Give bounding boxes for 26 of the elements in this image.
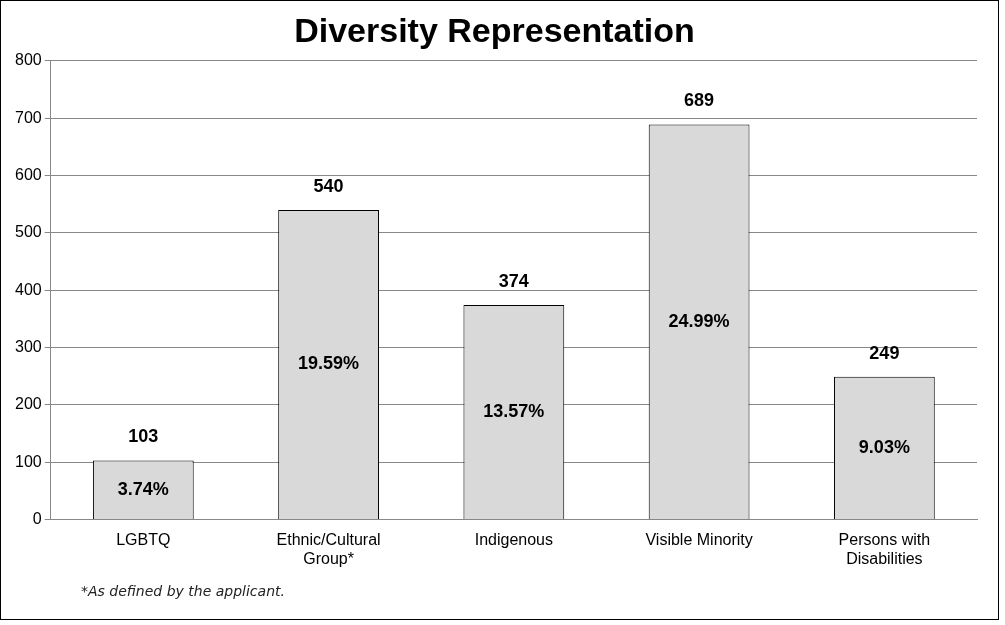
chart-title: Diversity Representation [294, 10, 695, 49]
annotation: 19.59% [298, 353, 360, 374]
x-tick-label: Persons with Disabilities [838, 530, 931, 567]
data-label: 103 [128, 426, 159, 447]
annotation: 3.74% [117, 478, 169, 499]
data-label: 249 [869, 342, 900, 363]
y-tick-label: 200 [14, 395, 42, 413]
y-tick-label: 700 [14, 108, 42, 126]
data-label: 540 [313, 175, 344, 196]
y-tick-label: 400 [14, 280, 42, 298]
annotation: 13.57% [483, 401, 545, 422]
x-tick-label: Ethnic/Cultural Group* [276, 530, 381, 567]
x-tick-label: LGBTQ [116, 530, 171, 548]
annotation: 24.99% [668, 310, 730, 331]
y-tick-label: 300 [14, 337, 42, 355]
y-tick-label: 500 [14, 223, 42, 241]
x-tick-label: Indigenous [474, 530, 553, 548]
y-tick-label: 100 [14, 452, 42, 470]
y-tick-label: 600 [14, 165, 42, 183]
data-label: 689 [684, 90, 715, 111]
text: *As defined by the applicant. [81, 583, 285, 599]
data-label: 374 [498, 271, 529, 292]
y-tick-label: 0 [32, 510, 42, 528]
annotation: 9.03% [858, 436, 910, 457]
x-tick-label: Visible Minority [645, 530, 753, 548]
y-tick-label: 800 [14, 51, 42, 69]
